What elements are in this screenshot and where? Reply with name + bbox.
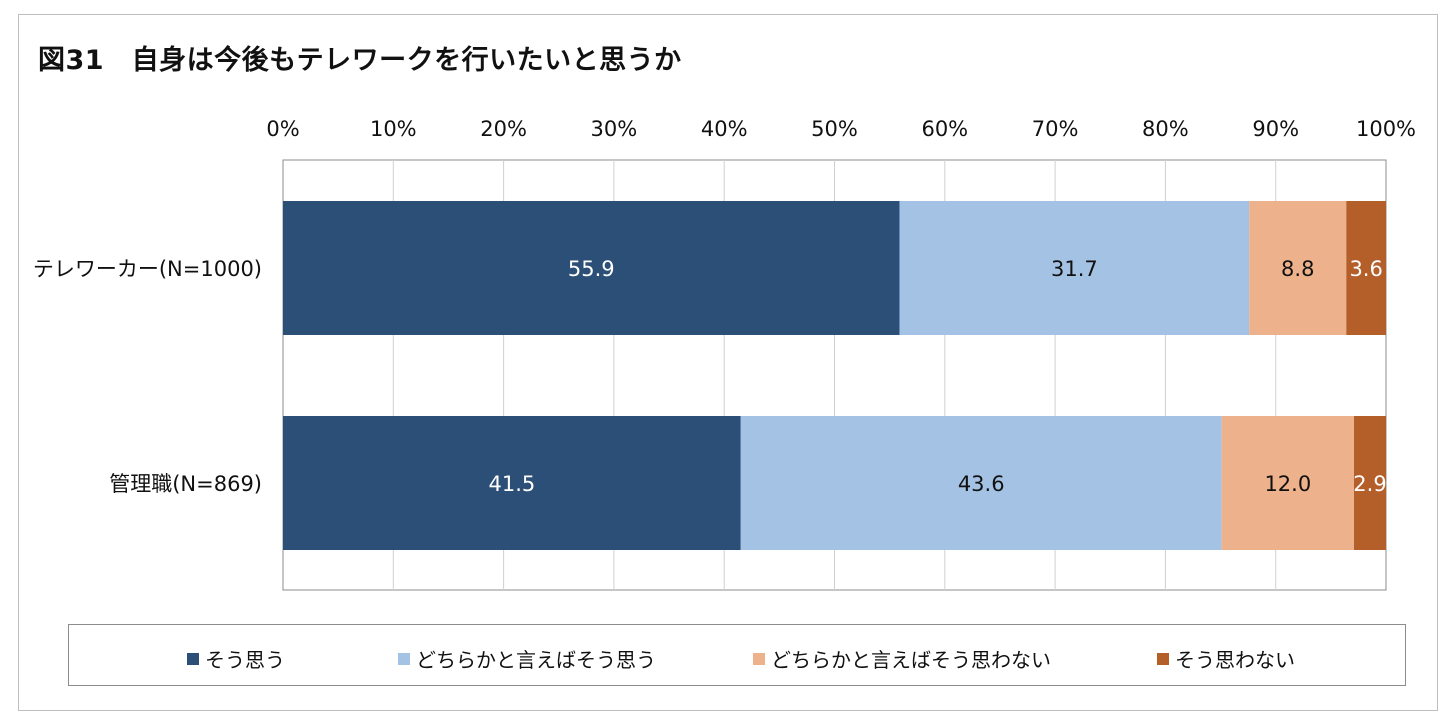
bar-segment <box>1221 416 1355 550</box>
bar-segment <box>283 201 900 335</box>
x-tick-label: 10% <box>370 117 417 141</box>
data-label: 8.8 <box>1281 257 1314 281</box>
x-tick-label: 50% <box>811 117 858 141</box>
x-tick-label: 0% <box>266 117 299 141</box>
legend-item-sou-omou: そう思う <box>187 644 285 673</box>
legend-item-dochira-sou-omou: どちらかと言えばそう思う <box>398 644 656 673</box>
data-label: 41.5 <box>488 472 535 496</box>
bar-segment <box>283 416 741 550</box>
x-tick-label: 90% <box>1252 117 1299 141</box>
chart-title: 図31 自身は今後もテレワークを行いたいと思うか <box>38 45 682 76</box>
data-label: 3.6 <box>1349 257 1382 281</box>
legend-item-dochira-sou-omowanai: どちらかと言えばそう思わない <box>753 644 1051 673</box>
data-label: 43.6 <box>958 472 1005 496</box>
legend-swatch <box>753 652 765 665</box>
category-label: 管理職(N=869) <box>109 472 262 496</box>
x-tick-label: 20% <box>480 117 527 141</box>
legend-item-sou-omowanai: そう思わない <box>1157 644 1295 673</box>
category-label: テレワーカー(N=1000) <box>33 257 262 281</box>
bar-segment <box>1249 201 1347 335</box>
chart-frame <box>18 14 1438 711</box>
legend-label: そう思わない <box>1175 648 1295 672</box>
x-tick-label: 30% <box>591 117 638 141</box>
data-label: 55.9 <box>568 257 615 281</box>
legend-swatch <box>187 652 199 665</box>
data-label: 2.9 <box>1353 472 1386 496</box>
legend-swatch <box>1157 652 1169 665</box>
legend: そう思う どちらかと言えばそう思う どちらかと言えばそう思わない そう思わない <box>68 624 1406 686</box>
bar-segment <box>1354 416 1386 550</box>
x-tick-label: 100% <box>1356 117 1416 141</box>
legend-swatch <box>398 652 410 665</box>
legend-label: そう思う <box>205 648 285 672</box>
bar-segment <box>1346 201 1386 335</box>
data-label: 12.0 <box>1264 472 1311 496</box>
x-tick-label: 70% <box>1032 117 1079 141</box>
bar-segment <box>740 416 1222 550</box>
bar-segment <box>899 201 1250 335</box>
x-tick-label: 80% <box>1142 117 1189 141</box>
data-label: 31.7 <box>1051 257 1098 281</box>
legend-label: どちらかと言えばそう思う <box>416 648 656 672</box>
x-tick-label: 40% <box>701 117 748 141</box>
legend-label: どちらかと言えばそう思わない <box>771 648 1051 672</box>
x-tick-label: 60% <box>921 117 968 141</box>
